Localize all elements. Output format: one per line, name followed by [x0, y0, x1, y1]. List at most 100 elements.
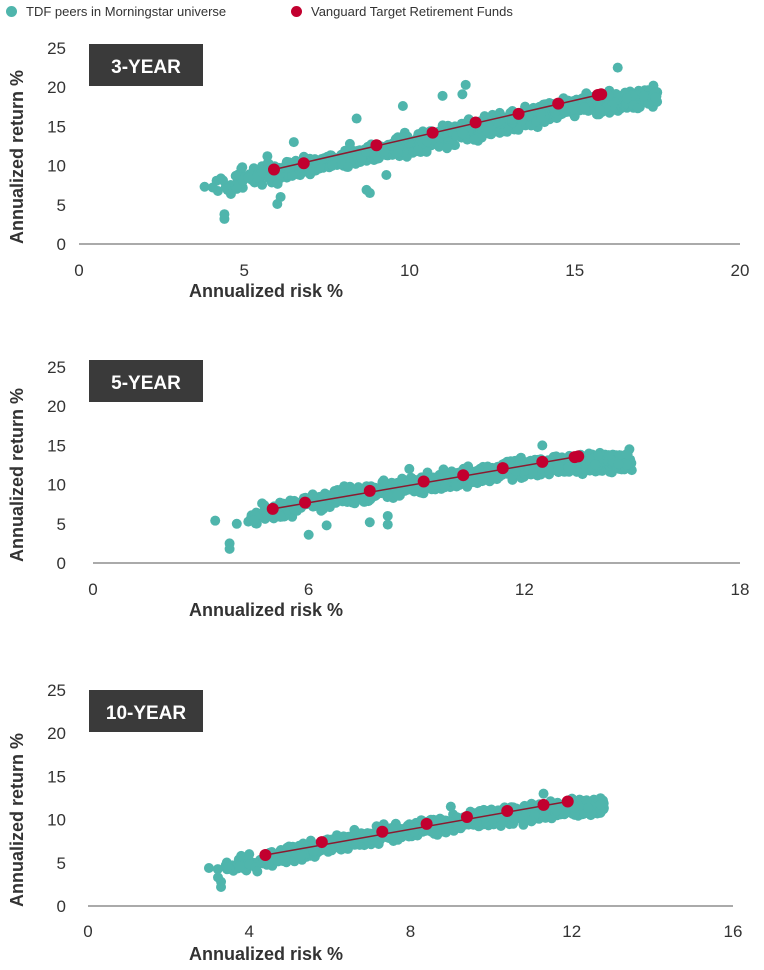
peer-point [231, 518, 242, 529]
panel-label: 10-YEAR [106, 703, 187, 724]
panel-label-box [89, 690, 203, 732]
peer-point [212, 864, 223, 875]
peer-point [437, 90, 448, 101]
peer-point [538, 810, 549, 821]
peer-point [403, 478, 414, 489]
peer-point [222, 862, 233, 873]
peer-point [236, 850, 247, 861]
peer-point [457, 128, 468, 139]
peer-point [231, 183, 242, 194]
peer-point [551, 805, 562, 816]
vanguard-point [299, 496, 312, 509]
peer-point [581, 795, 592, 806]
peer-point [650, 92, 661, 103]
peer-point [210, 515, 221, 526]
peer-point [289, 856, 300, 867]
vanguard-point [561, 795, 574, 808]
peer-point [392, 833, 402, 844]
peer-point [362, 828, 373, 839]
y-axis-label: Annualized return % [7, 388, 27, 562]
peer-point [590, 459, 601, 470]
peer-point [613, 458, 624, 469]
peer-point [342, 497, 353, 507]
legend-vanguard-marker [291, 6, 302, 17]
peer-point [621, 449, 632, 460]
x-tick-label: 5 [240, 261, 249, 280]
peer-point [483, 126, 493, 137]
peer-point [364, 494, 375, 505]
peer-point [382, 510, 393, 521]
peer-point [364, 517, 375, 528]
peer-point [319, 488, 330, 499]
legend-item-peers: TDF peers in Morningstar universe [6, 4, 226, 19]
peer-point [203, 862, 214, 873]
peer-point [397, 101, 408, 112]
peer-point [603, 450, 614, 461]
peer-point [399, 132, 410, 143]
y-tick-label: 5 [57, 854, 66, 873]
vanguard-point [315, 836, 328, 849]
vanguard-point [512, 107, 525, 120]
peer-point [442, 143, 452, 154]
peer-point [510, 465, 521, 476]
vanguard-trend-line [265, 800, 568, 856]
vanguard-point [460, 811, 473, 824]
vanguard-point [552, 97, 565, 110]
peer-point [321, 520, 332, 531]
legend-peer-marker [6, 6, 17, 17]
peer-point [451, 481, 462, 492]
x-tick-label: 0 [83, 922, 92, 941]
y-tick-label: 20 [47, 78, 66, 97]
peer-point [381, 170, 392, 181]
peer-point [243, 172, 254, 183]
peer-point [234, 861, 245, 872]
peer-point [378, 475, 389, 486]
peer-point [351, 113, 362, 124]
y-tick-label: 25 [47, 39, 66, 58]
y-tick-label: 25 [47, 681, 66, 700]
peer-point [288, 137, 299, 148]
vanguard-point [501, 804, 514, 817]
peer-point [343, 162, 353, 172]
peer-point [632, 103, 643, 114]
legend-item-vanguard: Vanguard Target Retirement Funds [291, 4, 513, 19]
peer-point [563, 462, 574, 473]
peer-point [278, 855, 289, 866]
peer-point [252, 866, 263, 877]
peer-point [537, 440, 548, 451]
vanguard-point [469, 116, 482, 129]
peer-point [535, 108, 546, 119]
peer-point [257, 179, 268, 190]
peer-point [412, 145, 423, 156]
y-axis-label: Annualized return % [7, 733, 27, 907]
legend-peer-label: TDF peers in Morningstar universe [26, 4, 227, 19]
peer-point [383, 489, 393, 500]
peer-point [495, 821, 506, 831]
peer-point [592, 450, 603, 461]
y-tick-label: 25 [47, 358, 66, 377]
vanguard-point [537, 798, 550, 811]
peer-point [275, 511, 286, 522]
peer-point [595, 799, 606, 810]
x-axis-label: Annualized risk % [189, 600, 343, 620]
peer-point [487, 474, 497, 485]
panel-label-box [89, 360, 203, 402]
peer-point [324, 502, 335, 513]
peer-point [199, 181, 210, 192]
vanguard-point [267, 163, 280, 176]
peer-point [404, 463, 415, 474]
peer-point [289, 504, 300, 515]
y-tick-label: 0 [57, 897, 66, 916]
x-tick-label: 6 [304, 580, 313, 599]
y-tick-label: 10 [47, 157, 66, 176]
peer-point [434, 141, 445, 152]
peer-point [579, 102, 590, 113]
panel-label: 5-YEAR [111, 373, 181, 394]
peer-point [287, 170, 298, 181]
peer-point [361, 184, 372, 195]
peer-point [643, 98, 654, 109]
peer-point [518, 819, 529, 830]
peer-point [428, 472, 439, 483]
peer-point [224, 543, 235, 554]
vanguard-point [376, 825, 389, 838]
